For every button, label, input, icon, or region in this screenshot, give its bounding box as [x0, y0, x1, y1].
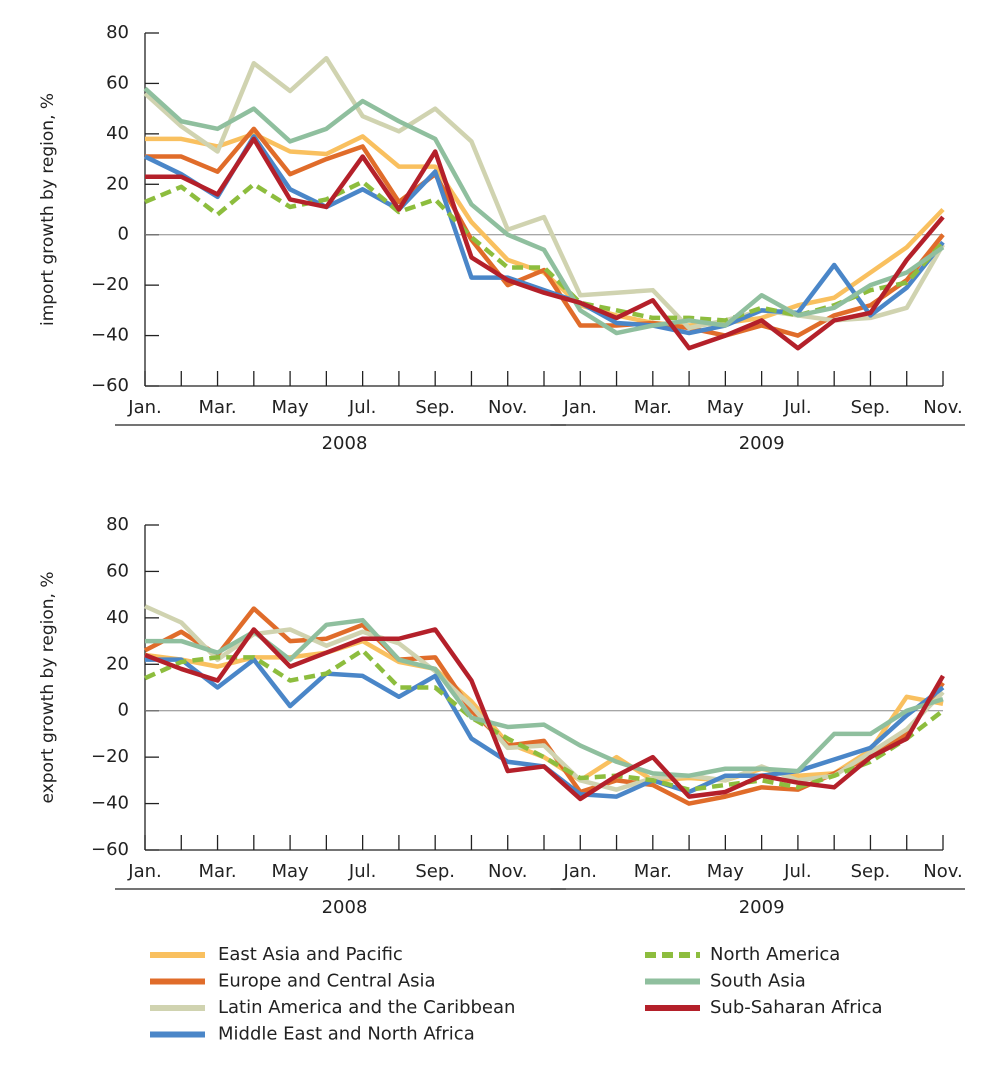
series-line [144, 134, 945, 336]
x-tick-label: May [271, 397, 309, 418]
x-tick-label: Jan. [127, 861, 161, 882]
x-tick-label: Mar. [634, 861, 672, 882]
x-tick-label: May [707, 861, 745, 882]
legend-label: East Asia and Pacific [218, 944, 403, 965]
x-tick-label: Nov. [923, 397, 962, 418]
x-tick-label: May [271, 861, 309, 882]
x-tick-label: Sep. [415, 861, 455, 882]
y-tick-label: 40 [106, 123, 129, 144]
series-line [145, 136, 945, 351]
series-line [144, 648, 945, 792]
y-tick-label: −40 [91, 325, 129, 346]
y-tick-label: 60 [106, 72, 129, 93]
legend-label: North America [710, 944, 840, 965]
y-tick-label: 0 [118, 700, 129, 721]
year-label: 2008 [322, 433, 368, 454]
series-line [145, 131, 945, 328]
year-label: 2009 [739, 897, 785, 918]
series-line [143, 86, 945, 336]
y-tick-label: 60 [106, 560, 129, 581]
y-tick-label: 20 [106, 653, 129, 674]
year-label: 2008 [322, 897, 368, 918]
x-tick-label: Jul. [783, 861, 811, 882]
x-tick-label: Nov. [488, 861, 527, 882]
year-label: 2009 [739, 433, 785, 454]
series-line [144, 604, 945, 792]
y-tick-label: 80 [106, 514, 129, 535]
x-tick-label: Sep. [851, 861, 891, 882]
y-tick-label: 20 [106, 173, 129, 194]
x-tick-label: Jan. [563, 397, 597, 418]
y-axis-label: import growth by region, % [38, 93, 58, 326]
x-tick-label: Jul. [348, 861, 376, 882]
y-axis-label: export growth by region, % [38, 571, 58, 803]
series-line [145, 617, 944, 778]
x-tick-label: Jul. [783, 397, 811, 418]
x-tick-label: Sep. [851, 397, 891, 418]
y-tick-label: 0 [118, 224, 129, 245]
y-tick-label: −20 [91, 746, 129, 767]
legend-label: Middle East and North Africa [218, 1024, 475, 1045]
x-tick-label: Jul. [348, 397, 376, 418]
y-tick-label: −20 [91, 274, 129, 295]
series-line [145, 126, 945, 338]
x-tick-label: Jan. [563, 861, 597, 882]
legend-label: Europe and Central Asia [218, 971, 436, 992]
series-line [144, 179, 945, 323]
x-tick-label: Sep. [415, 397, 455, 418]
x-tick-label: Jan. [127, 397, 161, 418]
legend-label: Sub-Saharan Africa [710, 997, 883, 1018]
y-tick-label: −60 [91, 375, 129, 396]
x-tick-label: Mar. [199, 861, 237, 882]
x-tick-label: Mar. [634, 397, 672, 418]
y-tick-label: 40 [106, 607, 129, 628]
x-tick-label: May [707, 397, 745, 418]
x-tick-label: Mar. [199, 397, 237, 418]
y-tick-label: −40 [91, 793, 129, 814]
legend-label: South Asia [710, 971, 806, 992]
y-tick-label: −60 [91, 839, 129, 860]
series-line [143, 55, 945, 331]
y-tick-label: 80 [106, 22, 129, 43]
series-line [144, 627, 945, 802]
x-tick-label: Nov. [923, 861, 962, 882]
x-tick-label: Nov. [488, 397, 527, 418]
legend-label: Latin America and the Caribbean [218, 997, 515, 1018]
